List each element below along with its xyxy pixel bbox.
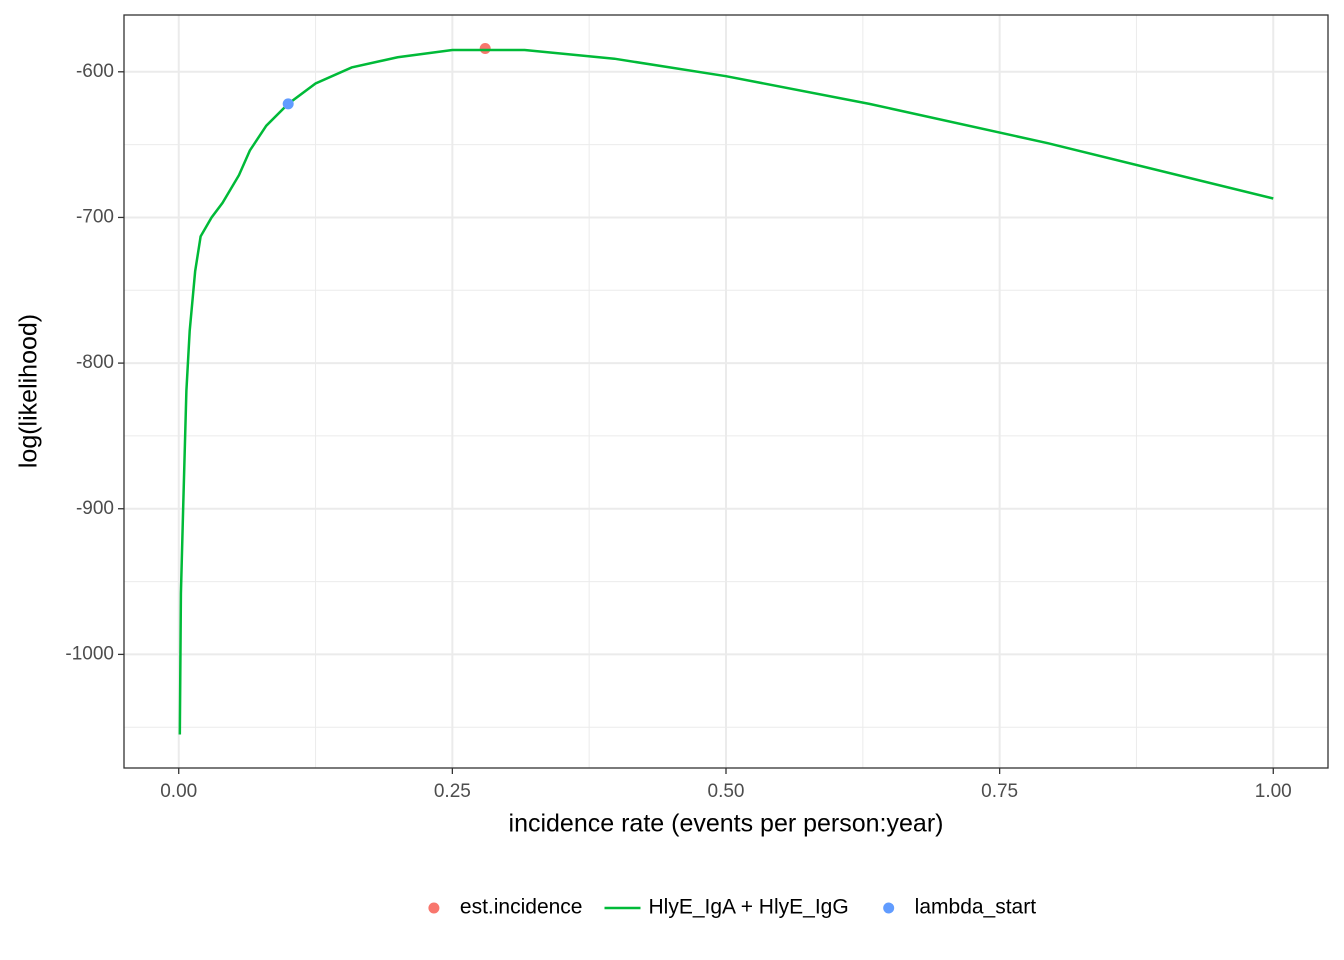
legend-label: lambda_start xyxy=(915,896,1037,919)
y-tick-label: -800 xyxy=(76,352,114,373)
x-tick-label: 0.50 xyxy=(708,781,745,802)
y-tick-label: -900 xyxy=(76,498,114,519)
x-tick-label: 0.00 xyxy=(160,781,197,802)
x-tick-label: 1.00 xyxy=(1255,781,1292,802)
y-tick-label: -600 xyxy=(76,61,114,82)
x-tick-label: 0.25 xyxy=(434,781,471,802)
series-line xyxy=(178,48,1274,735)
plot-marks xyxy=(178,42,1274,735)
legend: est.incidence HlyE_IgA + HlyE_IgG lambda_s… xyxy=(428,896,1036,919)
data-point xyxy=(479,42,491,54)
legend-key xyxy=(428,902,440,914)
data-point xyxy=(282,98,294,110)
y-tick-label: -1000 xyxy=(65,643,114,664)
x-axis-title: incidence rate (events per person:year) xyxy=(509,810,944,838)
y-tick-label: -700 xyxy=(76,206,114,227)
legend-label: HlyE_IgA + HlyE_IgG xyxy=(648,896,848,919)
axes: 0.00 0.25 0.50 0.75 1.00 -1000 -900 -800 -700 -60… xyxy=(65,61,1291,802)
y-axis-title: log(likelihood) xyxy=(15,314,43,468)
x-tick-label: 0.75 xyxy=(981,781,1018,802)
legend-key xyxy=(883,902,895,914)
grid xyxy=(124,15,1328,768)
legend-label: est.incidence xyxy=(460,896,583,919)
